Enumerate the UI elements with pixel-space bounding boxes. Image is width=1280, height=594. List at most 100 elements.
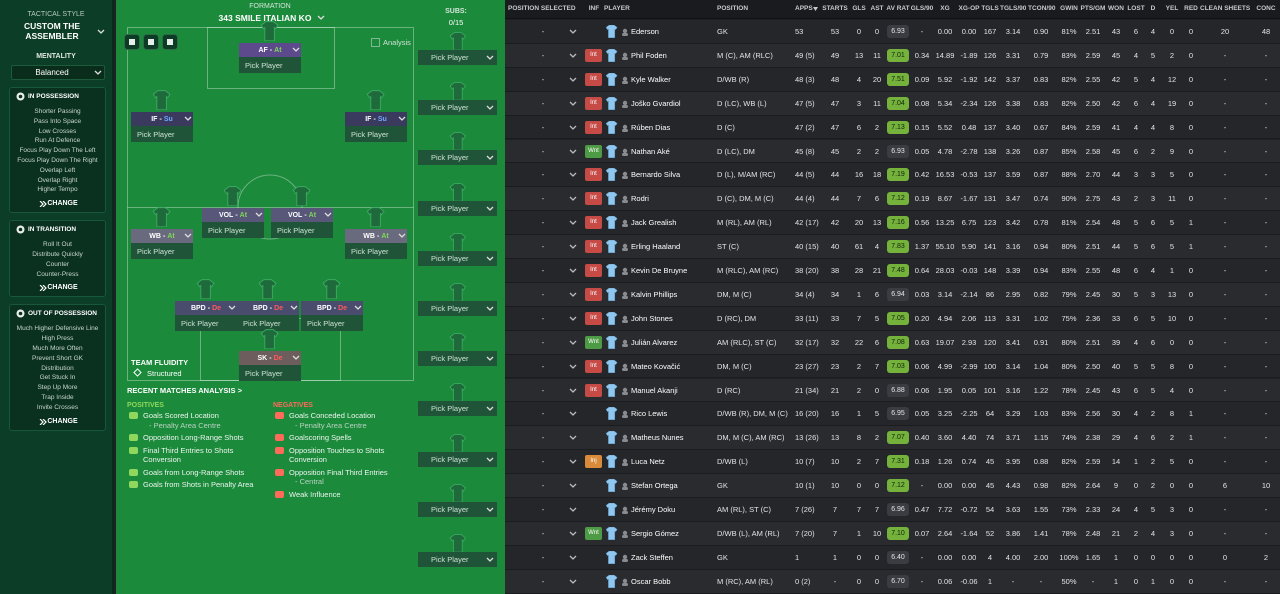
- column-header-label[interactable]: WON: [1108, 5, 1124, 12]
- formation-name[interactable]: 343 SMILE ITALIAN KO: [218, 13, 312, 23]
- role-bar[interactable]: IF - Su: [131, 112, 193, 126]
- sub-pick-label[interactable]: Pick Player: [431, 203, 469, 213]
- column-header[interactable]: TGLS/90: [1000, 5, 1026, 12]
- column-header-label[interactable]: AST: [870, 5, 884, 12]
- player-row[interactable]: - Oscar Bobb M (RC), AM (RL) 0 (2) -0 0 6.70-0…: [505, 569, 1280, 594]
- player-row[interactable]: - Zack Steffen GK 1 1 0 0 6.40 - 0.00 0.00 4 4.00 2.0…: [505, 545, 1280, 570]
- column-header[interactable]: PTS/GM: [1080, 5, 1106, 12]
- column-header-label[interactable]: AV RAT: [886, 5, 910, 12]
- column-header-label[interactable]: POSITION SELECTED: [508, 5, 576, 12]
- player-row[interactable]: - Int Rodri D (C), DM, M (C) 44 (4) 44 7 6 7.12 0…: [505, 187, 1280, 212]
- column-header[interactable]: CONC: [1255, 5, 1277, 12]
- sub-slot[interactable]: Pick Player: [418, 250, 497, 266]
- column-header[interactable]: INF: [585, 5, 603, 12]
- pick-player-label[interactable]: Pick Player: [277, 226, 315, 235]
- change-label[interactable]: CHANGE: [47, 200, 78, 208]
- tactic-style[interactable]: CUSTOM THE ASSEMBLER: [23, 21, 81, 41]
- column-header[interactable]: APPS: [795, 5, 825, 12]
- pick-player[interactable]: Pick Player: [239, 365, 301, 381]
- sub-pick-label[interactable]: Pick Player: [431, 555, 469, 564]
- pick-player-label[interactable]: Pick Player: [243, 319, 281, 328]
- role-bar[interactable]: BPD - De: [301, 301, 363, 315]
- player-row[interactable]: - Wnt Julián Alvarez AM (RLC), ST (C) 32 (17…: [505, 330, 1280, 355]
- sub-pick-label[interactable]: Pick Player: [431, 404, 469, 414]
- role-bar[interactable]: VOL - At: [271, 208, 333, 222]
- column-header-label[interactable]: APPS: [795, 5, 813, 12]
- sub-pick-label[interactable]: Pick Player: [431, 153, 469, 163]
- player-row[interactable]: - Int John Stones D (RC), DM 33 (11) 33 7 5 7.05…: [505, 306, 1280, 331]
- sub-slot[interactable]: Pick Player: [418, 301, 497, 316]
- pick-player[interactable]: Pick Player: [237, 315, 299, 331]
- sub-pick-label[interactable]: Pick Player: [431, 454, 469, 464]
- pick-player[interactable]: Pick Player: [301, 315, 363, 331]
- column-header-label[interactable]: TGLS/90: [1000, 5, 1027, 12]
- column-header[interactable]: RED: [1182, 5, 1200, 12]
- pick-player[interactable]: Pick Player: [345, 126, 407, 142]
- role-bar[interactable]: VOL - At: [202, 208, 264, 222]
- role-bar[interactable]: IF - Su: [345, 112, 407, 126]
- column-header[interactable]: POSITION: [717, 5, 795, 12]
- pick-player-label[interactable]: Pick Player: [181, 319, 219, 328]
- sub-slot[interactable]: Pick Player: [418, 552, 497, 567]
- pick-player[interactable]: Pick Player: [131, 243, 193, 259]
- column-header-label[interactable]: TGLS: [981, 5, 999, 12]
- player-row[interactable]: - Jérémy Doku AM (RL), ST (C) 7 (26) 7 7 7 6.96…: [505, 498, 1280, 522]
- player-row[interactable]: - Int Manuel Akanji D (RC) 21 (34) 21 2 0 6.88 0.…: [505, 378, 1280, 403]
- column-header-label[interactable]: PLAYER: [604, 5, 630, 12]
- column-header-label[interactable]: D: [1150, 5, 1156, 12]
- sub-pick-label[interactable]: Pick Player: [431, 103, 469, 113]
- column-header[interactable]: XG-OP: [955, 5, 983, 12]
- sub-slot[interactable]: Pick Player: [418, 401, 497, 417]
- player-row[interactable]: - Int Erling Haaland ST (C) 40 (15) 40 61 4 7.83…: [505, 235, 1280, 259]
- column-header[interactable]: YEL: [1163, 5, 1181, 12]
- column-header-label[interactable]: GLS: [852, 5, 866, 12]
- pick-player[interactable]: Pick Player: [175, 315, 237, 331]
- column-header-label[interactable]: GWIN: [1060, 5, 1078, 12]
- column-header[interactable]: TGLS: [980, 5, 1000, 12]
- sub-slot[interactable]: Pick Player: [418, 451, 497, 467]
- player-row[interactable]: - Int Rúben Dias D (C) 47 (2) 47 6 2 7.13 0.15 5.5…: [505, 115, 1280, 140]
- pick-player-label[interactable]: Pick Player: [245, 369, 283, 378]
- column-header[interactable]: AST: [868, 5, 886, 12]
- column-header-label[interactable]: CLEAN SHEETS: [1200, 5, 1251, 12]
- column-header[interactable]: D: [1145, 5, 1161, 12]
- column-header[interactable]: GLS: [850, 5, 868, 12]
- sub-pick-label[interactable]: Pick Player: [431, 53, 469, 62]
- column-header-label[interactable]: INF: [588, 5, 600, 12]
- change-button[interactable]: CHANGE: [10, 418, 105, 425]
- column-header[interactable]: LOST: [1127, 5, 1145, 12]
- sub-pick-label[interactable]: Pick Player: [431, 253, 469, 263]
- analysis-title[interactable]: RECENT MATCHES ANALYSIS >: [127, 386, 242, 395]
- sub-pick-label[interactable]: Pick Player: [431, 304, 469, 313]
- column-header[interactable]: WON: [1106, 5, 1126, 12]
- column-header-label[interactable]: TCON/90: [1028, 5, 1056, 12]
- role-bar[interactable]: BPD - De: [237, 301, 299, 315]
- player-row[interactable]: - Int Kalvin Phillips DM, M (C) 34 (4) 34 1 6 6.…: [505, 282, 1280, 307]
- player-row[interactable]: - Ederson GK 53 53 0 0 6.93 - 0.00 0.00 167 3.14 0.90…: [505, 20, 1280, 44]
- pick-player[interactable]: Pick Player: [345, 243, 407, 259]
- player-row[interactable]: - Int Bernardo Silva D (L), M/AM (RC) 44 (5)…: [505, 163, 1280, 188]
- pick-player-label[interactable]: Pick Player: [137, 130, 175, 139]
- pick-player[interactable]: Pick Player: [202, 222, 264, 238]
- column-header-label[interactable]: XG: [940, 5, 950, 12]
- column-header-label[interactable]: POSITION: [717, 5, 749, 12]
- sub-slot[interactable]: Pick Player: [418, 501, 497, 517]
- sub-slot[interactable]: Pick Player: [418, 50, 497, 65]
- player-row[interactable]: - Int Mateo Kovačić DM, M (C) 23 (27) 23 2 7 7.0…: [505, 354, 1280, 379]
- pick-player-label[interactable]: Pick Player: [137, 247, 175, 256]
- role-bar[interactable]: SK - De: [239, 351, 301, 365]
- analysis-toggle[interactable]: Analysis: [383, 38, 411, 47]
- column-header[interactable]: GLS/90: [910, 5, 934, 12]
- player-row[interactable]: - Wnt Nathan Aké D (LC), DM 45 (8) 45 2 2 6.93 0.…: [505, 139, 1280, 164]
- sub-pick-label[interactable]: Pick Player: [431, 354, 469, 364]
- column-header[interactable]: CLEAN SHEETS: [1200, 5, 1250, 12]
- change-label[interactable]: CHANGE: [47, 284, 78, 292]
- pick-player-label[interactable]: Pick Player: [208, 226, 246, 235]
- player-row[interactable]: - Int Jack Grealish M (RL), AM (RL) 42 (17) 4…: [505, 211, 1280, 236]
- column-header-label[interactable]: YEL: [1165, 5, 1179, 12]
- player-row[interactable]: - Int Joško Gvardiol D (LC), WB (L) 47 (5) 47…: [505, 91, 1280, 116]
- role-bar[interactable]: BPD - De: [175, 301, 237, 315]
- column-header-label[interactable]: STARTS: [822, 5, 848, 12]
- column-header[interactable]: GWIN: [1058, 5, 1080, 12]
- column-header-label[interactable]: GLS/90: [910, 5, 934, 12]
